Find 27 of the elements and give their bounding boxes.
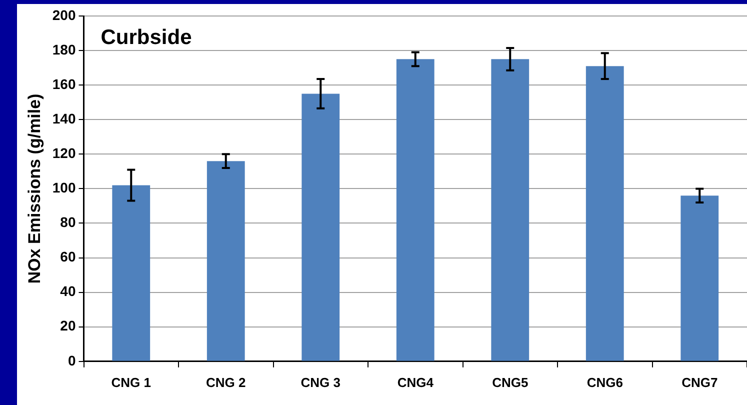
bar [586,66,624,361]
x-tick-label: CNG 3 [300,374,340,390]
y-tick-label: 0 [68,352,76,368]
bar [302,94,340,361]
x-tick-label: CNG6 [586,374,623,390]
bar [680,196,719,361]
y-tick-label: 80 [60,214,76,230]
bar [112,185,150,361]
y-axis-title: NOx Emissions (g/mile) [24,94,44,284]
y-tick-label: 180 [52,41,76,58]
y-tick-label: 100 [52,180,76,196]
y-tick-label: 160 [52,76,76,92]
bar [396,59,434,361]
bar [491,59,530,361]
y-tick-label: 120 [52,145,76,162]
x-tick-label: CNG7 [682,374,718,390]
x-tick-label: CNG5 [492,374,528,390]
text: Curbside [100,26,192,49]
x-tick-label: CNG 2 [206,374,246,390]
bar [206,161,245,361]
y-tick-label: 60 [60,248,76,265]
x-tick-label: CNG 1 [111,374,151,390]
x-tick-label: CNG4 [397,374,434,390]
y-tick-label: 200 [52,6,76,23]
y-tick-label: 140 [52,110,76,126]
y-tick-label: 20 [60,318,76,334]
y-tick-label: 40 [60,283,76,300]
